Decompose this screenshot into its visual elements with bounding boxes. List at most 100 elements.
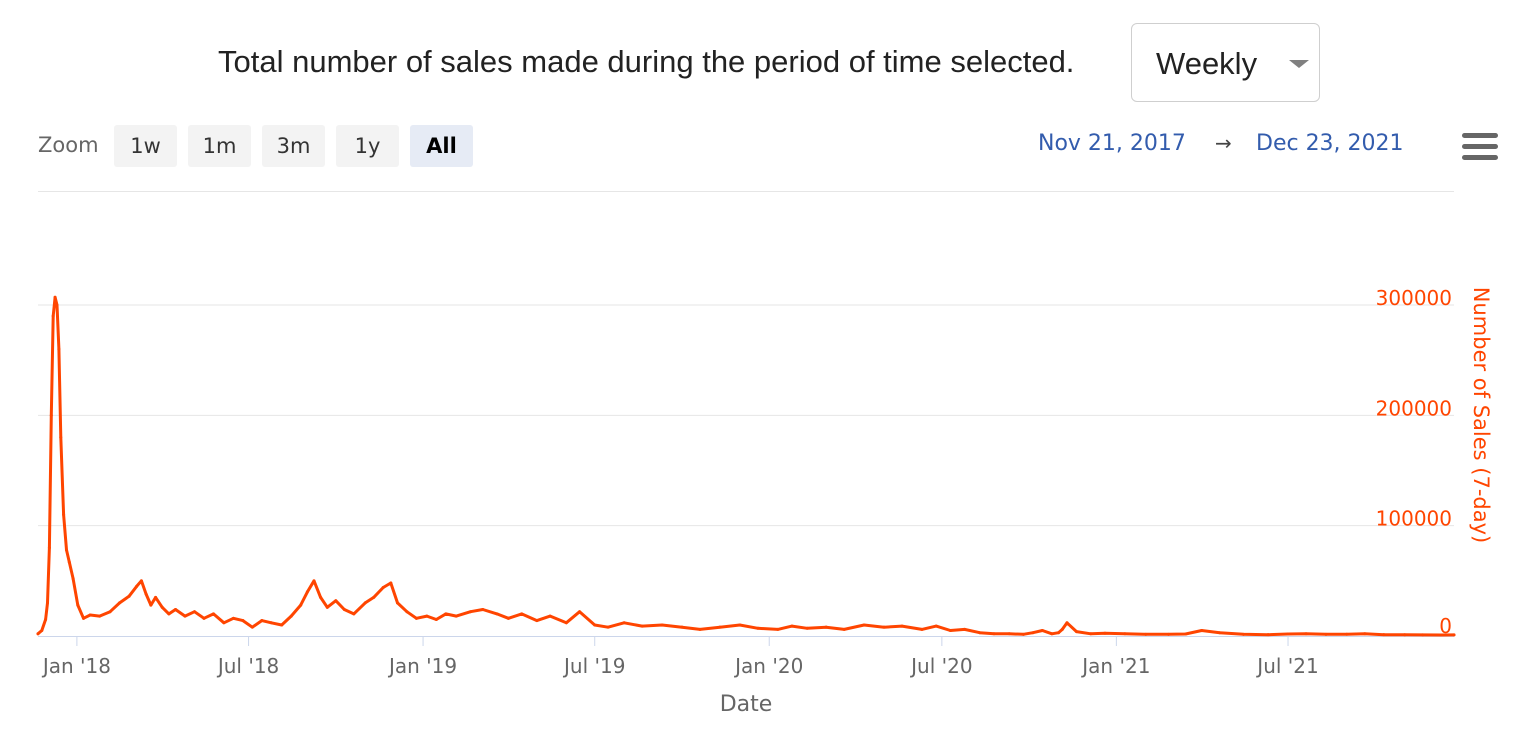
data-point (495, 612, 499, 616)
data-point (342, 608, 346, 612)
data-point (76, 603, 80, 607)
data-point (1103, 631, 1107, 635)
y-axis-title: Number of Sales (7-day) (1469, 287, 1493, 543)
data-point (108, 610, 112, 614)
data-point (548, 614, 552, 618)
data-point (622, 621, 626, 625)
data-point (934, 624, 938, 628)
data-point (202, 616, 206, 620)
data-point (454, 614, 458, 618)
data-point (805, 626, 809, 630)
data-point (167, 612, 171, 616)
data-point (680, 625, 684, 629)
data-point (88, 613, 92, 617)
data-point (62, 513, 66, 517)
chevron-down-icon (1289, 60, 1309, 68)
data-point (606, 625, 610, 629)
y-tick-label: 100000 (1376, 507, 1452, 531)
data-point (1089, 632, 1093, 636)
data-point (660, 623, 664, 627)
x-tick-label: Jan '19 (387, 654, 457, 678)
data-point (381, 585, 385, 589)
data-point (183, 614, 187, 618)
data-point (434, 617, 438, 621)
data-point (312, 579, 316, 583)
data-point (372, 595, 376, 599)
data-point (154, 595, 158, 599)
data-point (414, 616, 418, 620)
data-point (1266, 633, 1270, 637)
data-point (53, 295, 57, 299)
data-point (144, 592, 148, 596)
data-point (241, 619, 245, 623)
zoom-1m-button[interactable]: 1m (188, 125, 251, 167)
data-point (425, 614, 429, 618)
data-point (389, 581, 393, 585)
data-point (1403, 633, 1407, 637)
data-point (352, 612, 356, 616)
data-point (139, 579, 143, 583)
data-point (1304, 632, 1308, 636)
data-point (1452, 633, 1456, 637)
data-point (1241, 632, 1245, 636)
data-point (269, 621, 273, 625)
series-line (36, 295, 1456, 637)
x-axis: Jan '18 Jul '18 Jan '19 Jul '19 Jan '20 Jul '… (38, 636, 1454, 678)
data-point (564, 621, 568, 625)
data-point (698, 627, 702, 631)
data-point (57, 347, 61, 351)
data-point (1060, 627, 1064, 631)
data-point (222, 621, 226, 625)
data-point (44, 617, 48, 621)
period-select[interactable]: Weekly (1131, 23, 1320, 102)
data-point (738, 623, 742, 627)
x-tick-label: Jul '18 (216, 654, 279, 678)
range-arrow-icon: → (1215, 131, 1232, 155)
y-tick-label: 300000 (1376, 286, 1452, 310)
range-to-date[interactable]: Dec 23, 2021 (1256, 131, 1404, 156)
data-point (67, 560, 71, 564)
zoom-3m-button[interactable]: 3m (262, 125, 325, 167)
y-tick-label: 0 (1439, 614, 1452, 638)
data-point (1286, 632, 1290, 636)
data-point (593, 623, 597, 627)
data-point (405, 610, 409, 614)
data-point (481, 608, 485, 612)
data-point (640, 624, 644, 628)
data-point (40, 628, 44, 632)
data-point (174, 608, 178, 612)
data-point (535, 619, 539, 623)
data-point (1057, 631, 1061, 635)
page-title: Total number of sales made during the pe… (218, 44, 1075, 79)
x-tick-label: Jan '18 (41, 654, 111, 678)
x-tick-label: Jan '20 (733, 654, 803, 678)
data-point (862, 623, 866, 627)
data-point (578, 610, 582, 614)
data-point (992, 632, 996, 636)
data-point (51, 314, 55, 318)
data-point (1075, 630, 1079, 634)
x-tick-label: Jan '21 (1080, 654, 1150, 678)
zoom-1y-button[interactable]: 1y (336, 125, 399, 167)
range-from-date[interactable]: Nov 21, 2017 (1038, 131, 1186, 156)
data-point (192, 610, 196, 614)
y-tick-label: 200000 (1376, 396, 1452, 420)
zoom-all-button[interactable]: All (410, 125, 473, 167)
zoom-1w-button[interactable]: 1w (114, 125, 177, 167)
x-tick-label: Jul '21 (1255, 654, 1318, 678)
data-point (260, 619, 264, 623)
data-point (319, 595, 323, 599)
x-tick-label: Jul '20 (909, 654, 972, 678)
data-point (36, 632, 40, 636)
data-point (520, 612, 524, 616)
data-point (1007, 632, 1011, 636)
series-layer (36, 295, 1456, 637)
data-point (47, 546, 51, 550)
hamburger-menu-icon[interactable] (1462, 133, 1498, 163)
data-point (363, 601, 367, 605)
data-point (55, 303, 59, 307)
data-point (882, 625, 886, 629)
data-point (1021, 632, 1025, 636)
data-point (299, 603, 303, 607)
